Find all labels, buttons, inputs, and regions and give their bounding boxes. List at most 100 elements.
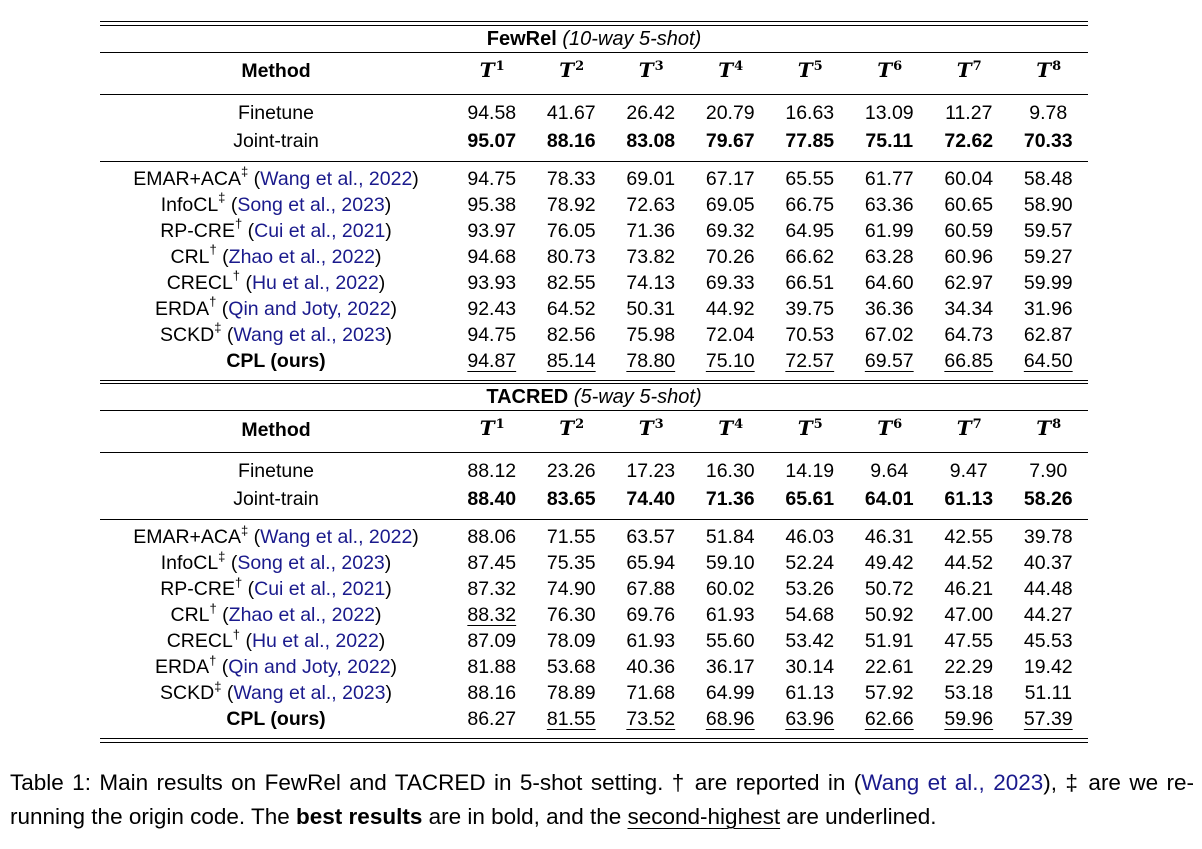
task-index: 6 (893, 58, 903, 74)
citation-link[interactable]: Wang et al., 2023 (233, 682, 386, 704)
table-title: TACRED (5-way 5-shot) (100, 384, 1088, 411)
citation-link[interactable]: Qin and Joty, 2022 (228, 656, 391, 678)
table-row: InfoCL‡ (Song et al., 2023) 87.45 75.35 65.… (100, 550, 1088, 576)
score-cell: 59.10 (691, 550, 771, 576)
score-value: 23.26 (546, 460, 596, 482)
score-value: 45.53 (1023, 630, 1073, 652)
citation-link[interactable]: Zhao et al., 2022 (228, 245, 376, 268)
score-cell: 75.10 (691, 348, 771, 380)
citation-link[interactable]: Cui et al., 2021 (254, 219, 386, 242)
dagger-mark: ‡ (241, 164, 249, 179)
score-value: 49.42 (864, 552, 914, 574)
score-value: 62.66 (864, 708, 914, 730)
column-header-task: T3 (611, 52, 691, 95)
score-value: 69.76 (626, 604, 676, 626)
score-value: 11.27 (945, 101, 993, 124)
score-value: 41.67 (546, 101, 596, 124)
score-value: 31.96 (1023, 297, 1073, 320)
score-cell: 76.30 (532, 602, 612, 628)
citation-link[interactable]: Wang et al., 2023 (233, 323, 386, 346)
column-header-task: T4 (690, 52, 770, 95)
score-cell: 64.52 (532, 296, 612, 322)
score-cell: 20.79 (691, 94, 771, 127)
dagger-mark: † (209, 294, 217, 309)
score-value: 69.32 (705, 219, 755, 242)
citation-link[interactable]: Cui et al., 2021 (254, 578, 386, 600)
task-index: 3 (654, 58, 664, 74)
score-value: 51.11 (1024, 682, 1072, 704)
column-header-task: T1 (452, 410, 532, 453)
caption-citation-link[interactable]: Wang et al., 2023 (861, 770, 1044, 795)
score-cell: 87.09 (452, 628, 532, 654)
score-cell: 71.55 (532, 520, 612, 551)
score-cell: 62.66 (850, 706, 930, 738)
method-name: Finetune (238, 101, 314, 124)
score-cell: 69.01 (611, 161, 691, 192)
score-value: 46.03 (785, 526, 835, 548)
score-value: 62.87 (1023, 323, 1073, 346)
score-cell: 60.02 (691, 576, 771, 602)
dagger-mark: † (232, 268, 241, 283)
score-cell: 65.55 (770, 161, 850, 192)
score-cell: 47.55 (929, 628, 1009, 654)
score-value: 53.42 (785, 630, 835, 652)
score-value: 64.01 (864, 488, 914, 510)
table-row: CRECL† (Hu et al., 2022) 87.09 78.09 61.93 5… (100, 628, 1088, 654)
dagger-mark: † (209, 242, 217, 257)
score-cell: 54.68 (770, 602, 850, 628)
score-cell: 47.00 (929, 602, 1009, 628)
method-name: CRECL (166, 271, 233, 294)
column-header-method: Method (100, 52, 452, 95)
score-value: 69.01 (626, 167, 676, 190)
citation-link[interactable]: Song et al., 2023 (237, 193, 385, 216)
table-row: RP-CRE† (Cui et al., 2021) 87.32 74.90 67.8… (100, 576, 1088, 602)
score-value: 7.90 (1029, 460, 1068, 482)
caption-text: Table 1: Main results on FewRel and TACR… (10, 770, 862, 795)
score-value: 73.82 (626, 245, 676, 268)
method-name: CRL (170, 604, 210, 626)
score-value: 51.84 (705, 526, 755, 548)
dagger-mark: † (234, 574, 243, 590)
method-name: ERDA (154, 656, 210, 678)
score-cell: 61.13 (770, 680, 850, 706)
dagger-mark: ‡ (214, 678, 222, 694)
table-row: RP-CRE† (Cui et al., 2021) 93.97 76.05 71.3… (100, 217, 1088, 244)
score-value: 83.65 (546, 488, 596, 510)
task-index: 6 (893, 417, 903, 432)
citation-link[interactable]: Song et al., 2023 (237, 552, 385, 574)
score-cell: 57.39 (1009, 706, 1089, 738)
score-cell: 92.43 (452, 296, 532, 322)
score-cell: 62.87 (1009, 322, 1089, 348)
score-cell: 72.57 (770, 348, 850, 380)
task-symbol: T (638, 416, 654, 440)
citation-link[interactable]: Hu et al., 2022 (251, 271, 379, 294)
score-cell: 83.65 (531, 485, 611, 520)
dataset-name: TACRED (486, 386, 569, 408)
citation-link[interactable]: Wang et al., 2022 (260, 167, 413, 190)
method-name: Finetune (238, 460, 314, 482)
task-symbol: T (956, 416, 972, 440)
score-value: 53.68 (546, 656, 596, 678)
dagger-mark: † (209, 652, 217, 668)
citation-link[interactable]: Qin and Joty, 2022 (228, 297, 391, 320)
citation-link[interactable]: Wang et al., 2022 (260, 526, 413, 548)
task-index: 7 (972, 417, 982, 432)
score-cell: 81.88 (452, 654, 532, 680)
score-cell: 94.87 (452, 348, 532, 380)
citation-link[interactable]: Hu et al., 2022 (251, 630, 379, 652)
score-value: 44.48 (1023, 578, 1073, 600)
citation-link[interactable]: Zhao et al., 2022 (228, 604, 376, 626)
method-name: Joint-train (233, 488, 319, 510)
table-row: Finetune 94.58 41.67 26.42 20.79 16.63 13.09 11… (100, 94, 1088, 127)
score-value: 55.60 (705, 630, 755, 652)
score-cell: 63.96 (770, 706, 850, 738)
score-cell: 9.47 (929, 453, 1009, 486)
score-cell: 71.68 (611, 680, 691, 706)
score-cell: 9.78 (1009, 94, 1089, 127)
score-value: 9.47 (949, 460, 988, 482)
task-symbol: T (479, 57, 495, 82)
score-cell: 53.26 (770, 576, 850, 602)
score-cell: 71.36 (690, 485, 770, 520)
score-cell: 19.42 (1009, 654, 1089, 680)
method-name: InfoCL (160, 193, 219, 216)
